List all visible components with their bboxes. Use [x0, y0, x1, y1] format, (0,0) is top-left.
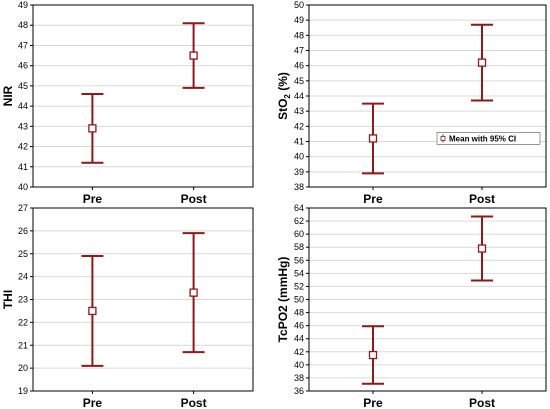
x-tick-label-pre: Pre — [363, 396, 383, 409]
y-axis-label: THI — [1, 290, 15, 309]
y-tick-label: 40 — [18, 182, 28, 192]
chart-panel-1: 40 41 42 43 44 45 46 47 48 49 Pre Post NIR — [1, 0, 254, 206]
y-tick-label: 46 — [294, 61, 304, 71]
legend-box — [436, 131, 541, 145]
y-tick-label: 48 — [294, 308, 304, 318]
y-tick-label: 62 — [294, 216, 304, 226]
error-bar-post — [182, 232, 205, 354]
error-bar-pre — [361, 102, 384, 175]
legend: Mean with 95% CI — [436, 131, 541, 145]
chart-panel-3: 19 20 21 22 23 24 25 26 27 Pre Post THI — [1, 203, 254, 409]
y-tick-label: 48 — [294, 30, 304, 40]
legend-label: Mean with 95% CI — [449, 134, 516, 143]
mean-marker-post — [189, 288, 198, 297]
y-tick-label: 43 — [18, 121, 28, 131]
error-bar-pre — [361, 325, 384, 385]
y-tick-label: 26 — [18, 226, 28, 236]
mean-marker-pre — [368, 134, 378, 143]
y-tick-label: 45 — [294, 76, 304, 86]
error-bar-post — [471, 215, 494, 282]
y-tick-label: 23 — [18, 295, 28, 305]
y-tick-label: 47 — [294, 46, 304, 56]
y-tick-label: 45 — [18, 81, 28, 91]
error-bar-post — [182, 22, 205, 89]
y-axis-label: NIR — [1, 85, 15, 106]
y-tick-label: 20 — [18, 363, 28, 373]
mean-marker-pre — [368, 350, 378, 360]
y-tick-label: 19 — [18, 386, 28, 396]
y-tick-label: 41 — [294, 137, 304, 147]
y-tick-label: 60 — [294, 229, 304, 239]
plot-area — [33, 5, 253, 187]
y-tick-label: 47 — [18, 40, 28, 50]
mean-marker-pre — [88, 306, 97, 316]
x-tick-label-pre: Pre — [83, 396, 103, 409]
chart-panel-4: 36 38 40 42 44 46 48 50 52 54 56 58 60 62 64 Pre Post TcP… — [276, 203, 547, 409]
y-tick-label: 38 — [294, 373, 304, 383]
x-tick-label-post: Post — [469, 192, 495, 206]
x-tick-label-post: Post — [469, 396, 495, 409]
x-tick-label-pre: Pre — [83, 192, 103, 206]
y-tick-label: 27 — [18, 203, 28, 213]
y-tick-label: 46 — [18, 61, 28, 71]
mean-marker-post — [189, 51, 198, 60]
y-tick-label: 40 — [294, 360, 304, 370]
mean-marker-post — [477, 244, 487, 253]
x-tick-label-pre: Pre — [363, 192, 383, 206]
error-bar-pre — [81, 255, 104, 367]
plot-frame — [32, 4, 254, 188]
mean-marker-post — [477, 58, 487, 67]
y-tick-label: 56 — [294, 255, 304, 265]
y-tick-label: 41 — [18, 162, 28, 172]
y-tick-label: 44 — [18, 101, 28, 111]
y-tick-label: 50 — [294, 295, 304, 305]
y-tick-label: 42 — [294, 121, 304, 131]
y-tick-label: 40 — [294, 152, 304, 162]
y-tick-label: 58 — [294, 242, 304, 252]
y-tick-label: 46 — [294, 321, 304, 331]
y-tick-label: 54 — [294, 268, 304, 278]
y-tick-label: 50 — [294, 0, 304, 10]
y-axis-label: StO2 (%) — [276, 72, 292, 120]
plot-frame — [308, 4, 547, 188]
y-tick-label: 49 — [294, 15, 304, 25]
plot-frame — [32, 207, 254, 392]
y-tick-label: 43 — [294, 106, 304, 116]
y-tick-label: 64 — [294, 203, 304, 213]
x-tick-label-post: Post — [181, 192, 207, 206]
y-tick-label: 21 — [18, 340, 28, 350]
y-tick-label: 39 — [294, 167, 304, 177]
x-tick-label-post: Post — [181, 396, 207, 409]
y-tick-label: 52 — [294, 281, 304, 291]
mean-marker-pre — [88, 124, 97, 133]
y-tick-label: 48 — [18, 20, 28, 30]
legend-swatch-marker — [440, 135, 446, 141]
y-tick-label: 44 — [294, 334, 304, 344]
y-axis-label: TcPO2 (mmHg) — [276, 257, 290, 343]
plot-frame — [308, 207, 547, 392]
y-tick-label: 49 — [18, 0, 28, 10]
y-tick-label: 38 — [294, 182, 304, 192]
error-bar-pre — [81, 92, 104, 164]
y-tick-label: 25 — [18, 249, 28, 259]
chart-panel-2: 38 39 40 41 42 43 44 45 46 47 48 49 50 Pre Post StO2 (%… — [276, 0, 547, 206]
y-tick-label: 36 — [294, 386, 304, 396]
error-bar-post — [471, 23, 494, 102]
y-tick-label: 44 — [294, 91, 304, 101]
y-tick-label: 24 — [18, 272, 28, 282]
y-tick-label: 42 — [18, 142, 28, 152]
y-tick-label: 42 — [294, 347, 304, 357]
y-tick-label: 22 — [18, 317, 28, 327]
